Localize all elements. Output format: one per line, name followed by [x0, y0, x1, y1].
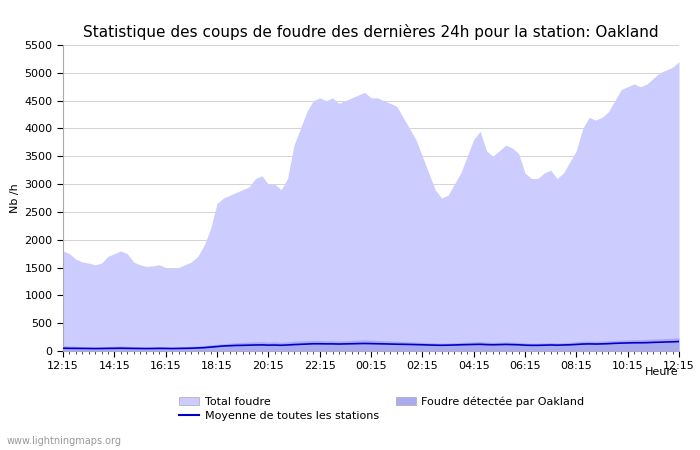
Text: Heure: Heure — [645, 367, 679, 377]
Legend: Total foudre, Moyenne de toutes les stations, Foudre détectée par Oakland: Total foudre, Moyenne de toutes les stat… — [179, 396, 584, 421]
Title: Statistique des coups de foudre des dernières 24h pour la station: Oakland: Statistique des coups de foudre des dern… — [83, 24, 659, 40]
Y-axis label: Nb /h: Nb /h — [10, 183, 20, 213]
Text: www.lightningmaps.org: www.lightningmaps.org — [7, 436, 122, 446]
